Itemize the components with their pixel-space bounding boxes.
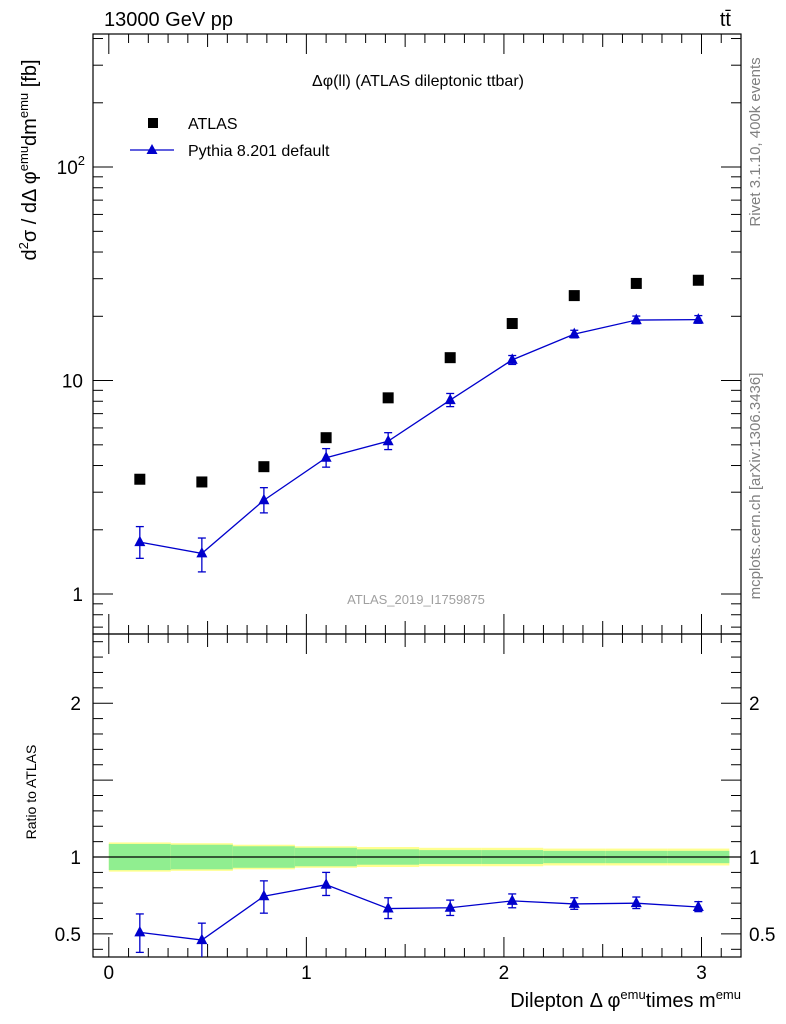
pythia-point	[382, 434, 394, 446]
ratio-pythia-point	[692, 900, 704, 912]
ratio-pythia-point	[134, 925, 146, 937]
atlas-point	[692, 274, 704, 286]
ratio-pythia-point	[196, 933, 208, 945]
x-tick-label: 1	[301, 963, 312, 984]
main-y-axis-label: d2σ / dΔ φemudmemu [fb]	[16, 59, 41, 260]
ratio-pythia-point	[320, 878, 332, 889]
atlas-point	[568, 290, 580, 302]
legend-pythia-marker	[146, 144, 158, 154]
atlas-point	[444, 352, 456, 364]
ratio-pythia-point	[444, 901, 456, 912]
main-y-tick-label: 1	[72, 585, 83, 606]
ratio-y-tick-label-left: 1	[70, 848, 81, 869]
ratio-pythia-line	[139, 884, 699, 941]
ratio-y-tick-label-right: 2	[749, 694, 760, 715]
ratio-pythia-point	[630, 896, 642, 908]
ratio-uncertainty-bands	[93, 842, 741, 872]
atlas-point	[134, 473, 146, 485]
x-axis-label: Dilepton Δ φemutimes memu	[510, 987, 741, 1012]
atlas-point	[382, 392, 394, 404]
pythia-point	[692, 313, 704, 324]
ratio-pythia-point	[568, 897, 580, 908]
legend: ATLAS Pythia 8.201 default	[130, 116, 330, 160]
ratio-pythia-point	[382, 902, 394, 913]
main-y-tick-label: 10	[62, 372, 83, 393]
atlas-point	[506, 318, 518, 330]
tick-labels: 1 10 102 0.5 0.5 1 1 2 2 0 1 2 3	[55, 153, 776, 984]
ratio-y-tick-label-right: 1	[749, 848, 760, 869]
axis-ticks	[93, 34, 742, 957]
energy-label: 13000 GeV pp	[104, 9, 233, 31]
axis-frames	[92, 33, 742, 958]
side-rivet-label: Rivet 3.1.10, 400k events	[747, 57, 764, 226]
pythia-point	[134, 535, 146, 547]
pythia-line	[139, 318, 699, 555]
watermark: ATLAS_2019_I1759875	[347, 592, 485, 607]
pythia-point	[320, 451, 332, 462]
legend-atlas-marker	[148, 118, 158, 128]
legend-atlas-label: ATLAS	[188, 116, 238, 133]
pythia-point	[506, 353, 518, 364]
ratio-pythia-point	[258, 889, 270, 901]
atlas-point	[258, 461, 270, 473]
atlas-point	[196, 476, 208, 488]
pythia-point	[196, 546, 208, 558]
pythia-point	[258, 493, 270, 505]
side-source-label: mcplots.cern.ch [arXiv:1306.3436]	[747, 373, 764, 600]
x-tick-label: 2	[499, 963, 510, 984]
atlas-point	[630, 277, 642, 289]
pythia-point	[444, 393, 456, 405]
pythia-point	[568, 327, 580, 339]
main-title: Δφ(ll) (ATLAS dileptonic ttbar)	[312, 73, 524, 90]
legend-pythia-label: Pythia 8.201 default	[188, 143, 330, 160]
ratio-y-tick-label-left: 0.5	[55, 925, 81, 946]
x-tick-label: 0	[104, 963, 115, 984]
data-marks	[134, 274, 704, 957]
main-y-tick-label: 102	[57, 153, 85, 179]
ratio-y-axis-label: Ratio to ATLAS	[23, 745, 39, 840]
atlas-point	[320, 432, 332, 444]
pythia-point	[630, 313, 642, 325]
x-tick-label: 3	[696, 963, 707, 984]
ratio-y-tick-label-left: 2	[70, 694, 81, 715]
process-label: tt̄	[720, 9, 732, 31]
ratio-pythia-point	[506, 894, 518, 905]
ratio-y-tick-label-right: 0.5	[749, 925, 775, 946]
